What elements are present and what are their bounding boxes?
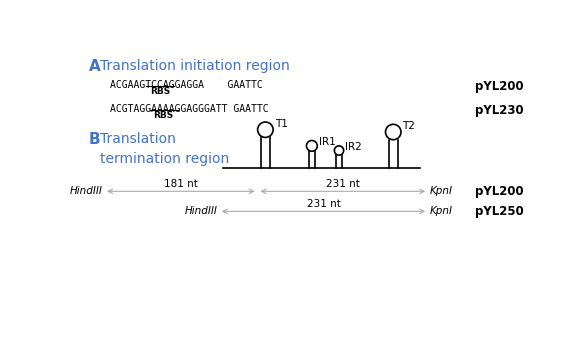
Text: ACGTAGGAAAAGGAGGGATT GAATTC: ACGTAGGAAAAGGAGGGATT GAATTC — [111, 104, 269, 114]
Text: B: B — [89, 132, 100, 147]
Text: HindIII: HindIII — [70, 186, 103, 196]
Text: IR1: IR1 — [319, 137, 336, 147]
Text: pYL230: pYL230 — [474, 104, 523, 117]
Text: 181 nt: 181 nt — [164, 179, 198, 189]
Text: KpnI: KpnI — [430, 206, 453, 216]
Text: 231 nt: 231 nt — [326, 179, 360, 189]
Text: Translation
termination region: Translation termination region — [100, 132, 229, 166]
Text: pYL200: pYL200 — [474, 185, 523, 198]
Text: RBS: RBS — [154, 111, 174, 120]
Text: A: A — [89, 59, 100, 74]
Text: T1: T1 — [274, 119, 288, 129]
Text: ACGAAGTCCAGGAGGA    GAATTC: ACGAAGTCCAGGAGGA GAATTC — [111, 80, 263, 90]
Text: IR2: IR2 — [345, 142, 362, 152]
Text: pYL250: pYL250 — [474, 205, 523, 218]
Text: KpnI: KpnI — [430, 186, 453, 196]
Text: RBS: RBS — [150, 87, 170, 96]
Text: Translation initiation region: Translation initiation region — [100, 59, 289, 73]
Text: 231 nt: 231 nt — [307, 199, 340, 209]
Text: T2: T2 — [403, 121, 415, 131]
Text: pYL200: pYL200 — [474, 80, 523, 93]
Text: HindIII: HindIII — [185, 206, 217, 216]
